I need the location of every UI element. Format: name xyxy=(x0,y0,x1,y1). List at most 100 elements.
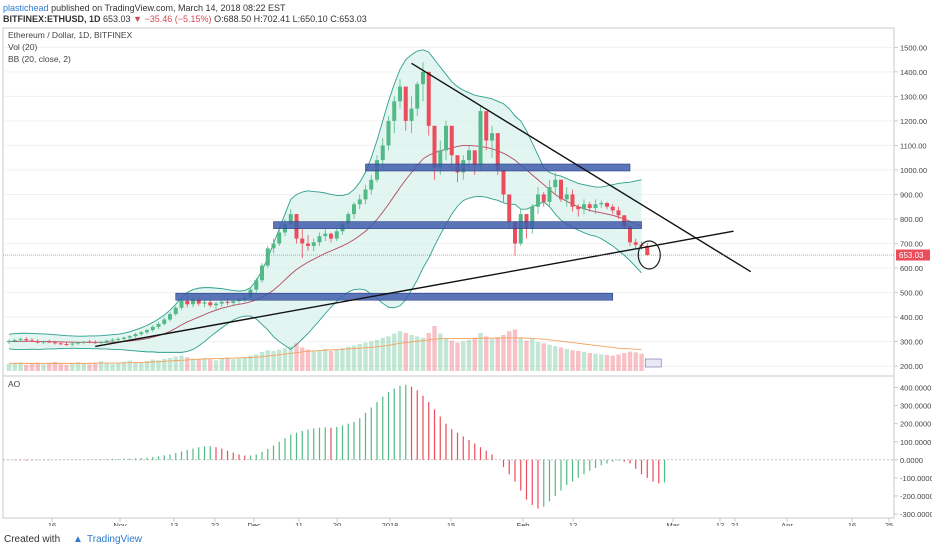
ao-axis: 400.0000 300.0000 200.0000 100.0000 0.0000 -1… xyxy=(894,384,932,519)
volume-bar xyxy=(449,340,454,371)
candlesticks xyxy=(7,62,650,347)
volume-bar xyxy=(196,359,201,371)
candle-body xyxy=(633,242,638,245)
candle-body xyxy=(47,341,52,343)
volume-bar xyxy=(369,341,374,371)
volume-bar xyxy=(461,341,466,371)
volume-bar xyxy=(553,346,558,371)
volume-bar xyxy=(116,362,121,371)
price-tick-label: 900.00 xyxy=(900,190,923,199)
volume-bar xyxy=(466,339,472,371)
volume-bar xyxy=(47,363,52,371)
time-tick-label: 16 xyxy=(48,521,56,526)
volume-bar xyxy=(581,351,587,371)
price-badge xyxy=(896,249,930,261)
last-price: 653.03 xyxy=(103,14,131,24)
candle-body xyxy=(444,125,448,151)
price-change: ▼ −35.46 (−5.15%) xyxy=(133,14,212,24)
volume-bar xyxy=(604,355,610,371)
candle-body xyxy=(495,133,500,170)
candle-body xyxy=(150,326,155,331)
volume-bar xyxy=(236,358,242,371)
volume-bar xyxy=(271,350,276,371)
candle-body xyxy=(490,133,494,141)
volume-bar xyxy=(484,336,489,371)
zone-rect xyxy=(365,163,631,172)
ao-tick-label: 100.0000 xyxy=(900,438,931,447)
awesome-oscillator xyxy=(3,384,894,509)
volume-bar xyxy=(173,356,178,371)
volume-bar xyxy=(432,326,437,371)
volume-bar xyxy=(265,350,270,371)
candle-body xyxy=(12,340,17,342)
volume-bar xyxy=(87,364,92,371)
trendline-ascending xyxy=(95,230,734,348)
candle-body xyxy=(70,343,75,345)
zone-rect xyxy=(273,221,642,229)
volume-bar xyxy=(357,344,362,371)
volume-bar xyxy=(202,358,207,371)
candle-body xyxy=(645,245,650,256)
candle-body xyxy=(53,342,57,344)
chart-svg[interactable]: 1500.00 1400.00 1300.00 1200.00 1100.00 1000.… xyxy=(0,26,932,530)
candle-body xyxy=(306,243,310,246)
candle-body xyxy=(139,332,144,335)
candle-body xyxy=(122,337,126,339)
volume-bar xyxy=(512,329,518,371)
header: plastichead published on TradingView.com… xyxy=(0,0,932,26)
volume-bar xyxy=(167,357,173,371)
candle-body xyxy=(162,319,167,324)
volume-bar xyxy=(190,358,196,371)
time-tick-label: 20 xyxy=(333,521,341,526)
chart-frame[interactable]: 1500.00 1400.00 1300.00 1200.00 1100.00 1000.… xyxy=(0,26,932,530)
candle-body xyxy=(432,125,437,168)
candle-body xyxy=(35,341,40,343)
candle-body xyxy=(334,231,339,239)
candle-body xyxy=(317,236,322,243)
candle-body xyxy=(265,248,270,266)
candle-body xyxy=(237,299,241,302)
volume-bar xyxy=(208,359,213,371)
volume-bar xyxy=(12,363,17,371)
candle-body xyxy=(196,299,201,304)
time-tick-label: Mar xyxy=(667,521,680,526)
volume-bar xyxy=(518,337,523,371)
time-tick-label: 11 xyxy=(295,521,303,526)
candle-body xyxy=(484,111,489,141)
author-link[interactable]: plastichead xyxy=(3,3,49,13)
volume-bar xyxy=(610,355,615,371)
price-tick-label: 300.00 xyxy=(900,338,923,347)
candle-body xyxy=(593,204,598,208)
price-tick-label: 1300.00 xyxy=(900,92,927,101)
candle-body xyxy=(421,71,425,85)
candle-body xyxy=(559,179,563,200)
candle-body xyxy=(386,120,391,146)
candle-body xyxy=(104,340,109,342)
candle-body xyxy=(513,221,517,244)
volume-bar xyxy=(162,358,167,371)
volume-bar xyxy=(144,360,150,371)
annotation-circle xyxy=(637,240,661,270)
candle-body xyxy=(208,302,213,306)
candle-body xyxy=(472,150,477,166)
volume-bar xyxy=(438,333,443,371)
ao-tick-label: 200.0000 xyxy=(900,420,931,429)
open-value: O:688.50 xyxy=(214,14,252,24)
volume-bar xyxy=(231,359,236,371)
volume-bar xyxy=(386,336,391,371)
ao-tick-label: -300.0000 xyxy=(900,510,932,519)
candle-body xyxy=(260,265,264,281)
volume-bar xyxy=(639,353,644,371)
volume-bar xyxy=(420,337,426,371)
candle-body xyxy=(133,334,138,337)
close-value: C:653.03 xyxy=(330,14,367,24)
legend-main: Ethereum / Dollar, 1D, BITFINEX xyxy=(8,30,133,40)
tradingview-link[interactable]: TradingView xyxy=(87,534,143,545)
events-flag-icon[interactable] xyxy=(644,358,662,368)
candle-body xyxy=(605,203,609,207)
volume-bar xyxy=(179,355,184,371)
candle-body xyxy=(58,343,63,345)
candle-body xyxy=(202,302,207,304)
volume-bar xyxy=(547,344,552,371)
volume-bar xyxy=(472,337,477,371)
